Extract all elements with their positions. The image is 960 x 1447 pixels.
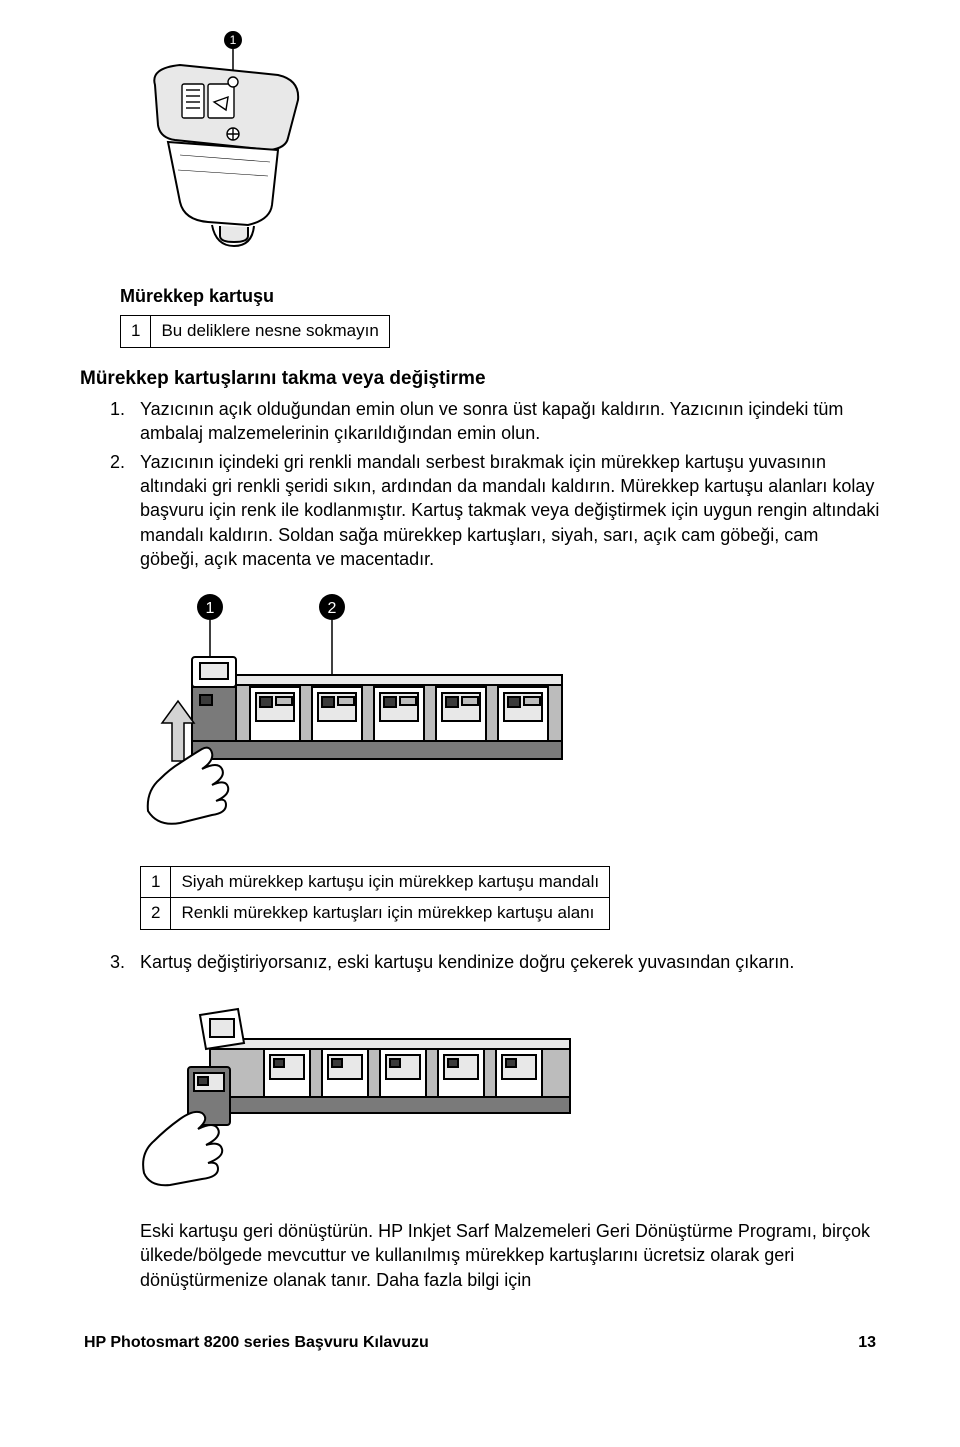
figure1-caption: Mürekkep kartuşu bbox=[120, 284, 880, 308]
svg-text:1: 1 bbox=[230, 33, 237, 47]
carriage-illustration: 1 2 bbox=[140, 591, 580, 841]
figure-cartridge: 1 bbox=[120, 30, 880, 266]
figure-carriage: 1 2 bbox=[140, 591, 880, 847]
figure-remove bbox=[140, 995, 880, 1201]
svg-text:2: 2 bbox=[328, 600, 337, 617]
footer-title: HP Photosmart 8200 series Başvuru Kılavu… bbox=[84, 1332, 429, 1354]
legend-num: 2 bbox=[141, 898, 171, 930]
steps-list: Yazıcının açık olduğundan emin olun ve s… bbox=[130, 397, 880, 571]
cartridge-illustration: 1 bbox=[120, 30, 320, 260]
figure2-legend: 1 Siyah mürekkep kartuşu için mürekkep k… bbox=[140, 866, 610, 931]
step-3: Kartuş değiştiriyorsanız, eski kartuşu k… bbox=[130, 950, 880, 974]
steps-list-cont: Kartuş değiştiriyorsanız, eski kartuşu k… bbox=[130, 950, 880, 974]
figure1-legend: 1 Bu deliklere nesne sokmayın bbox=[120, 315, 390, 348]
section-heading: Mürekkep kartuşlarını takma veya değişti… bbox=[80, 366, 880, 392]
step-2: Yazıcının içindeki gri renkli mandalı se… bbox=[130, 450, 880, 571]
legend-num: 1 bbox=[121, 315, 151, 347]
footer-page-number: 13 bbox=[858, 1332, 876, 1354]
legend-text: Renkli mürekkep kartuşları için mürekkep… bbox=[171, 898, 610, 930]
recycle-paragraph: Eski kartuşu geri dönüştürün. HP Inkjet … bbox=[140, 1219, 880, 1292]
page-footer: HP Photosmart 8200 series Başvuru Kılavu… bbox=[80, 1332, 880, 1354]
svg-text:1: 1 bbox=[206, 600, 215, 617]
legend-num: 1 bbox=[141, 866, 171, 898]
legend-text: Bu deliklere nesne sokmayın bbox=[151, 315, 389, 347]
remove-illustration bbox=[140, 995, 580, 1195]
step-1: Yazıcının açık olduğundan emin olun ve s… bbox=[130, 397, 880, 446]
legend-text: Siyah mürekkep kartuşu için mürekkep kar… bbox=[171, 866, 610, 898]
